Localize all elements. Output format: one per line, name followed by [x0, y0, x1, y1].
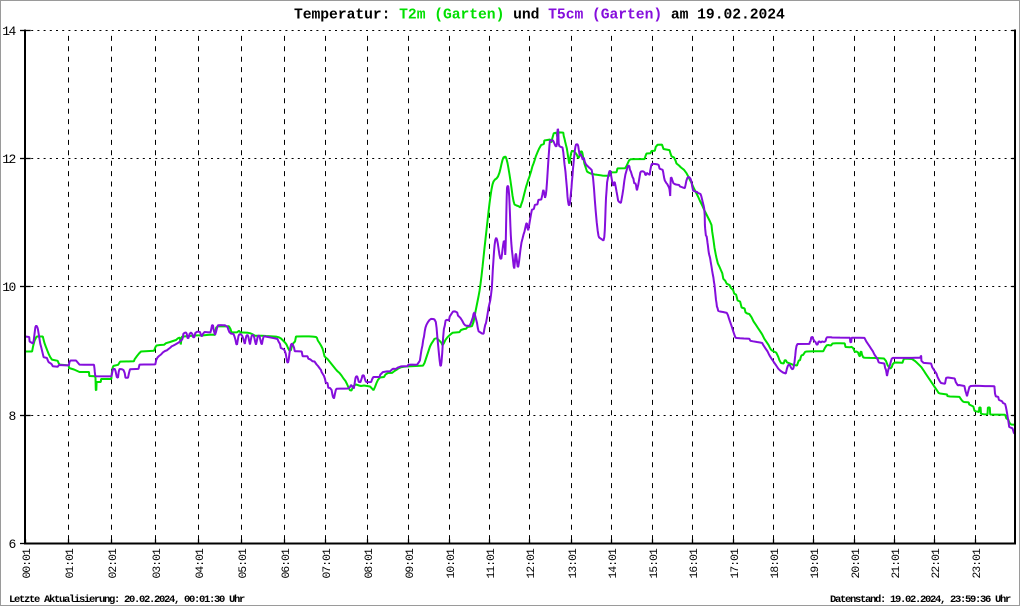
svg-text:18:01: 18:01: [770, 548, 782, 579]
svg-text:01:01: 01:01: [65, 548, 77, 579]
svg-text:22:01: 22:01: [931, 548, 943, 579]
svg-text:16:01: 16:01: [689, 548, 701, 579]
svg-text:Letzte Aktualisierung: 20.02.2: Letzte Aktualisierung: 20.02.2024, 00:01…: [9, 594, 245, 606]
svg-text:20:01: 20:01: [851, 548, 863, 579]
svg-text:8: 8: [8, 409, 15, 424]
svg-text:Temperatur: T2m (Garten) und T: Temperatur: T2m (Garten) und T5cm (Garte…: [294, 8, 785, 24]
svg-text:14:01: 14:01: [608, 548, 620, 579]
svg-text:04:01: 04:01: [195, 548, 207, 579]
svg-text:00:01: 00:01: [22, 548, 34, 579]
svg-text:17:01: 17:01: [730, 548, 742, 579]
svg-text:12:01: 12:01: [526, 548, 538, 579]
svg-text:14: 14: [2, 24, 16, 39]
svg-text:08:01: 08:01: [364, 548, 376, 579]
svg-text:02:01: 02:01: [108, 548, 120, 579]
svg-text:Datenstand: 19.02.2024, 23:59:: Datenstand: 19.02.2024, 23:59:36 Uhr: [830, 594, 1011, 606]
svg-text:07:01: 07:01: [322, 548, 334, 579]
svg-text:19:01: 19:01: [810, 548, 822, 579]
svg-text:11:01: 11:01: [486, 548, 498, 579]
svg-text:23:01: 23:01: [972, 548, 984, 579]
svg-text:06:01: 06:01: [281, 548, 293, 579]
svg-text:21:01: 21:01: [891, 548, 903, 579]
svg-text:13:01: 13:01: [568, 548, 580, 579]
svg-text:6: 6: [8, 537, 15, 552]
svg-text:09:01: 09:01: [405, 548, 417, 579]
svg-text:03:01: 03:01: [152, 548, 164, 579]
svg-text:10:01: 10:01: [446, 548, 458, 579]
svg-text:10: 10: [2, 280, 15, 295]
svg-text:05:01: 05:01: [238, 548, 250, 579]
svg-text:15:01: 15:01: [649, 548, 661, 579]
svg-text:12: 12: [2, 152, 15, 167]
